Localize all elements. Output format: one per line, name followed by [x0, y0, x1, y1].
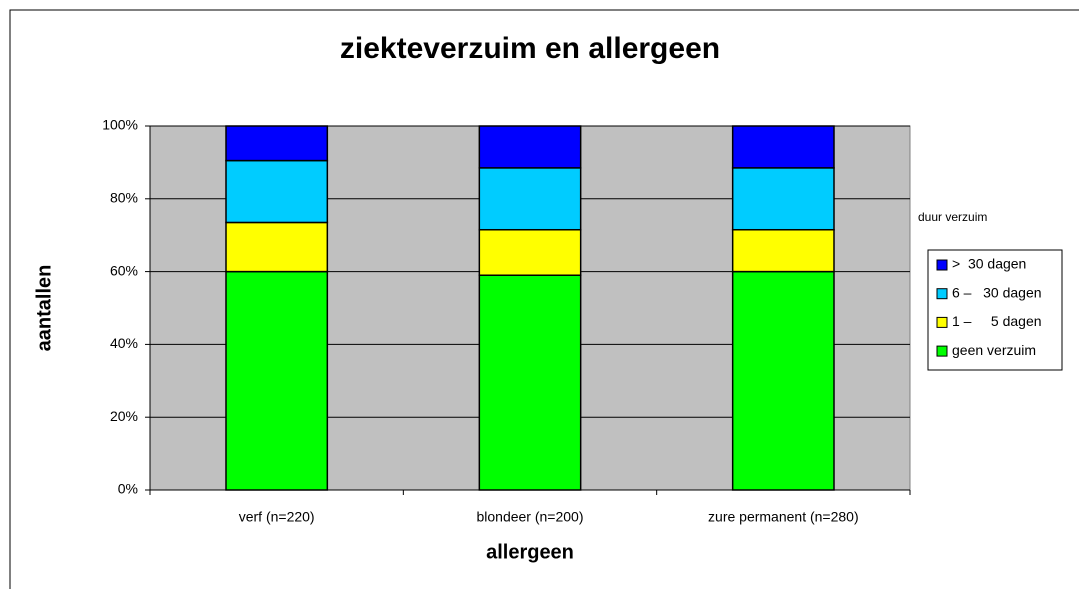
legend-label: geen verzuim	[952, 342, 1036, 358]
bar-segment	[731, 270, 835, 491]
bar-segment	[478, 125, 582, 169]
legend-swatch	[936, 316, 948, 328]
legend-label: 1 – 5 dagen	[952, 313, 1042, 329]
x-tick-label: blondeer (n=200)	[476, 509, 583, 525]
y-tick-label: 40%	[110, 335, 138, 351]
x-axis-label: allergeen	[486, 541, 574, 563]
legend-swatch	[936, 288, 948, 300]
bar-segment	[478, 167, 582, 231]
x-tick-label: zure permanent (n=280)	[708, 509, 859, 525]
bar-segment	[731, 125, 835, 169]
bar-segment	[225, 221, 329, 273]
legend-label: > 30 dagen	[952, 256, 1026, 272]
bar-segment	[731, 167, 835, 231]
y-tick-label: 60%	[110, 262, 138, 278]
bar-segment	[731, 228, 835, 273]
bar-segment	[225, 125, 329, 162]
y-tick-label: 20%	[110, 408, 138, 424]
chart-title: ziekteverzuim en allergeen	[340, 32, 720, 65]
bar-segment	[478, 228, 582, 276]
y-tick-label: 0%	[118, 481, 138, 497]
bar-segment	[225, 159, 329, 224]
legend	[927, 249, 1063, 371]
y-tick-label: 100%	[102, 117, 138, 133]
y-axis-label: aantallen	[33, 265, 55, 352]
legend-title: duur verzuim	[918, 210, 987, 224]
bar-segment	[478, 274, 582, 491]
y-tick-label: 80%	[110, 190, 138, 206]
bar-segment	[225, 270, 329, 491]
legend-label: 6 – 30 dagen	[952, 284, 1042, 300]
x-tick-label: verf (n=220)	[239, 509, 315, 525]
legend-swatch	[936, 345, 948, 357]
legend-swatch	[936, 259, 948, 271]
